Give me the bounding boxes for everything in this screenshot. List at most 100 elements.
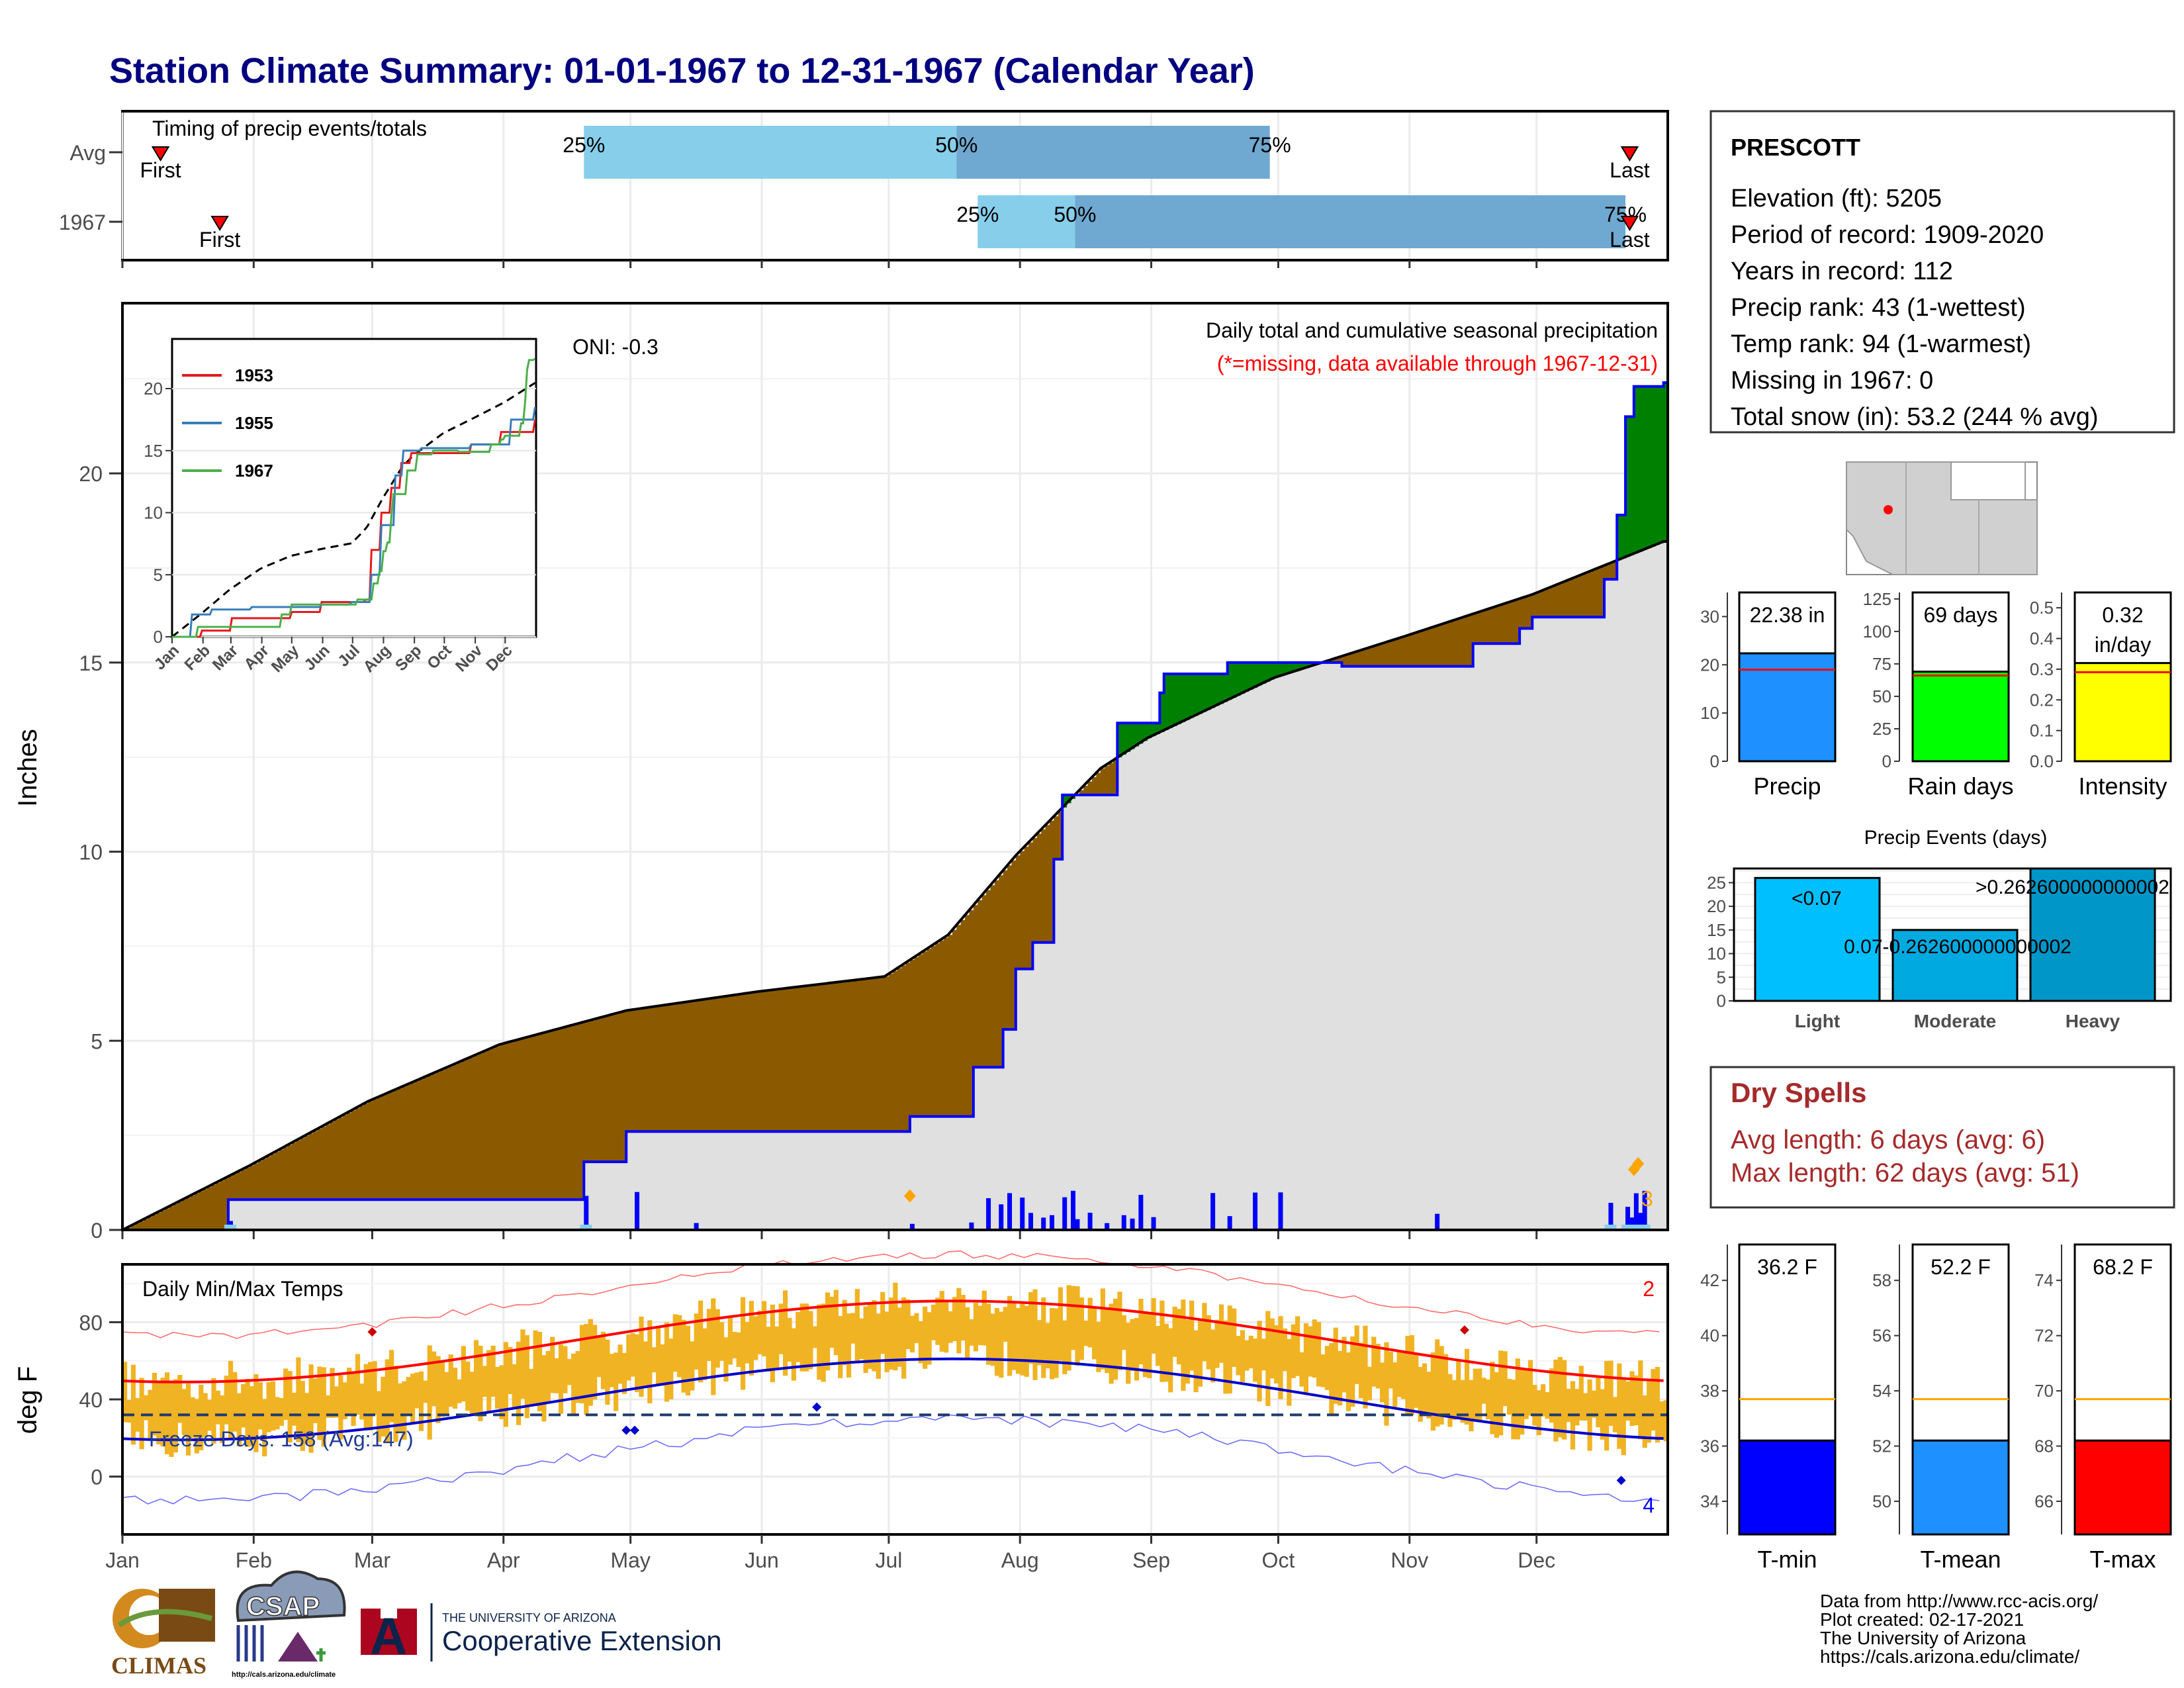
daily-temp-bar bbox=[486, 1350, 492, 1412]
daily-temp-bar bbox=[351, 1372, 356, 1427]
record-marker bbox=[367, 1327, 377, 1336]
daily-temp-bar bbox=[1206, 1315, 1211, 1370]
deficit-area bbox=[1079, 790, 1084, 795]
deficit-area bbox=[850, 980, 856, 1132]
deficit-area bbox=[1036, 833, 1042, 943]
deficit-area bbox=[1570, 579, 1575, 618]
surplus-area bbox=[1185, 674, 1190, 720]
daily-temp-bar bbox=[1041, 1297, 1046, 1378]
deficit-area bbox=[1050, 820, 1054, 943]
surplus-area bbox=[1126, 723, 1131, 752]
surplus-area bbox=[1160, 692, 1165, 732]
deficit-area bbox=[1562, 582, 1567, 618]
daily-temp-bar bbox=[812, 1326, 817, 1348]
deficit-area bbox=[494, 1046, 500, 1200]
daily-temp-bar bbox=[1451, 1380, 1457, 1421]
deficit-area bbox=[1363, 649, 1368, 667]
deficit-area bbox=[901, 965, 907, 1132]
deficit-area bbox=[199, 1191, 204, 1230]
deficit-area bbox=[990, 885, 995, 1068]
deficit-area bbox=[563, 1027, 568, 1200]
daily-temp-bar bbox=[512, 1364, 517, 1409]
temp-ytick-label: 0 bbox=[91, 1466, 103, 1489]
daily-temp-bar bbox=[884, 1311, 889, 1372]
deficit-area bbox=[630, 1009, 635, 1132]
deficit-area bbox=[503, 1043, 508, 1200]
deficit-area bbox=[220, 1180, 225, 1230]
deficit-area bbox=[249, 1165, 254, 1200]
daily-temp-bar bbox=[1464, 1348, 1470, 1425]
daily-temp-bar bbox=[639, 1316, 644, 1397]
surplus-area bbox=[1625, 416, 1631, 557]
daily-temp-bar bbox=[1642, 1395, 1647, 1448]
daily-temp-bar bbox=[1007, 1295, 1013, 1376]
small-ytick-label: 50 bbox=[1872, 1491, 1891, 1511]
deficit-area bbox=[584, 1021, 589, 1162]
daily-temp-bar bbox=[850, 1313, 856, 1344]
daily-temp-bar bbox=[1020, 1301, 1025, 1376]
first-marker bbox=[151, 146, 170, 162]
deficit-area bbox=[508, 1042, 513, 1200]
deficit-area bbox=[656, 1006, 661, 1132]
daily-temp-bar bbox=[567, 1358, 572, 1385]
small-ytick-label: 56 bbox=[1872, 1326, 1891, 1346]
daily-temp-bar bbox=[1050, 1308, 1055, 1380]
deficit-area bbox=[545, 1032, 551, 1200]
small-ytick-label: 36 bbox=[1700, 1436, 1719, 1456]
daily-temp-bar bbox=[1350, 1336, 1355, 1407]
deficit-area bbox=[1096, 773, 1101, 795]
normal-max-line bbox=[122, 1299, 1664, 1383]
deficit-area bbox=[643, 1008, 648, 1132]
daily-temp-bar bbox=[1520, 1369, 1525, 1435]
deficit-area bbox=[664, 1005, 669, 1132]
daily-temp-bar bbox=[741, 1297, 746, 1390]
deficit-area bbox=[1359, 651, 1363, 667]
station-marker bbox=[1884, 505, 1893, 514]
surplus-area bbox=[1659, 386, 1664, 543]
temp-bar-0: 34 36 38 40 42 36.2 F T-min bbox=[1700, 1243, 1837, 1573]
events-title: Precip Events (days) bbox=[1864, 827, 2048, 849]
daily-temp-bar bbox=[529, 1369, 534, 1406]
daily-temp-bar bbox=[1502, 1351, 1508, 1407]
deficit-area bbox=[381, 1096, 386, 1200]
daily-temp-bar bbox=[1485, 1379, 1491, 1420]
daily-temp-bar bbox=[952, 1297, 958, 1342]
small-ytick-label: 74 bbox=[2034, 1270, 2054, 1290]
daily-temp-bar bbox=[1024, 1305, 1029, 1377]
climas-text: CLIMAS bbox=[111, 1652, 206, 1679]
snow-marker bbox=[1632, 1157, 1645, 1170]
deficit-area bbox=[1045, 825, 1050, 943]
deficit-area bbox=[668, 1004, 674, 1132]
events-bar-label-heavy: >0.262600000000002 bbox=[1976, 876, 2169, 898]
small-bar-value-label: 22.38 in bbox=[1750, 603, 1825, 627]
surplus-area bbox=[1223, 674, 1228, 702]
deficit-area bbox=[156, 1213, 161, 1230]
climas-logo: CLIMAS bbox=[111, 1589, 215, 1679]
deficit-area bbox=[1091, 777, 1097, 795]
deficit-area bbox=[994, 880, 999, 1068]
events-xtick-label: Heavy bbox=[2066, 1011, 2120, 1031]
deficit-area bbox=[355, 1108, 360, 1200]
deficit-area bbox=[799, 986, 805, 1132]
daily-temp-bar bbox=[596, 1335, 602, 1378]
deficit-area bbox=[1557, 584, 1563, 618]
deficit-area bbox=[888, 973, 893, 1132]
daily-temp-bar bbox=[473, 1340, 479, 1416]
deficit-area bbox=[1460, 618, 1465, 667]
last-label: Last bbox=[1610, 228, 1650, 252]
daily-precip-bar bbox=[1062, 1197, 1068, 1230]
daily-temp-bar bbox=[1418, 1366, 1423, 1422]
daily-temp-bar bbox=[448, 1354, 453, 1407]
daily-temp-bar bbox=[224, 1376, 229, 1425]
deficit-area bbox=[736, 994, 741, 1132]
deficit-area bbox=[1591, 570, 1596, 618]
daily-temp-bar bbox=[435, 1356, 441, 1423]
daily-temp-bar bbox=[1168, 1328, 1173, 1393]
daily-temp-bar bbox=[220, 1395, 225, 1444]
daily-temp-bar bbox=[1342, 1336, 1347, 1393]
daily-temp-bar bbox=[999, 1311, 1004, 1378]
record-max-line bbox=[122, 1250, 1660, 1339]
deficit-area bbox=[482, 1052, 487, 1200]
daily-temp-bar bbox=[994, 1307, 1000, 1376]
daily-temp-bar bbox=[859, 1318, 864, 1360]
